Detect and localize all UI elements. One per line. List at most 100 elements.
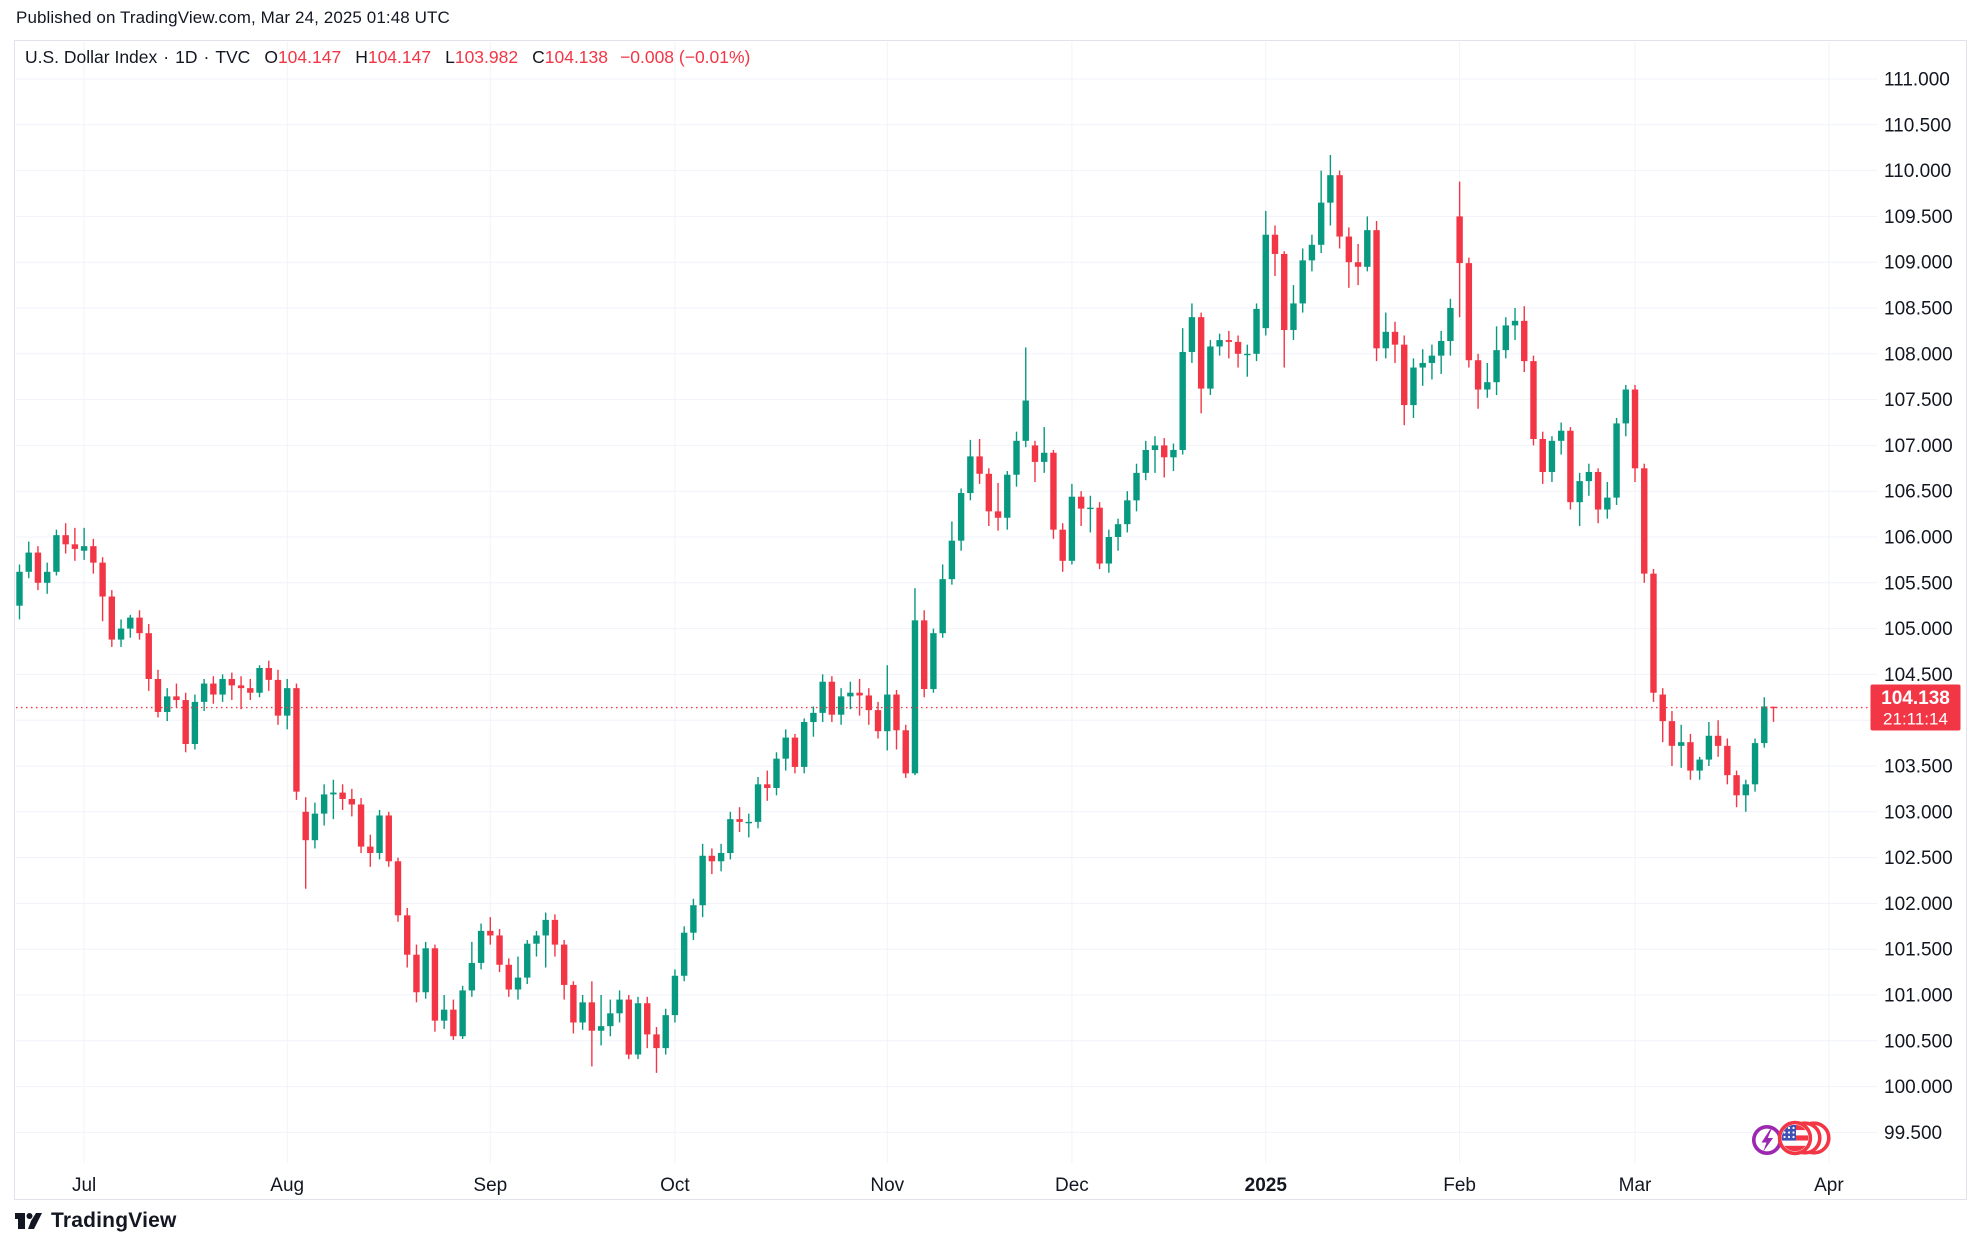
candle-body [708, 855, 716, 862]
close-label: C [532, 47, 545, 67]
candlestick-chart[interactable]: 111.000 110.500 110.000 109.500 109.000 108.5… [15, 41, 1968, 1201]
price-tick-label: 111.000 [1884, 70, 1950, 91]
candle-body [154, 678, 162, 712]
candle-body [357, 804, 365, 847]
candle-body [837, 696, 845, 715]
candle-body [237, 685, 245, 689]
price-tick-label: 106.000 [1884, 528, 1953, 549]
candle-body [127, 617, 134, 629]
price-tick-label: 108.000 [1884, 344, 1953, 365]
tradingview-logo-icon [15, 1213, 42, 1229]
candle-body [191, 701, 199, 745]
candle-body [745, 821, 752, 824]
candle-body [930, 633, 937, 690]
candle-body [1373, 230, 1380, 349]
candle-body [477, 930, 485, 963]
candle-body [1687, 742, 1694, 771]
candle-body [1345, 236, 1353, 263]
candle-body [459, 990, 466, 1037]
candle-body [856, 692, 863, 696]
current-price-value: 104.138 [1881, 688, 1950, 709]
candle-body [1742, 784, 1750, 796]
candle-body [1622, 389, 1629, 424]
candle-body [265, 667, 272, 680]
price-tick-label: 108.500 [1884, 299, 1953, 320]
price-tick-label: 110.500 [1884, 115, 1951, 136]
candle-body [1271, 234, 1279, 254]
candle-body [957, 493, 965, 541]
candle-body [1650, 573, 1657, 693]
candle-body [579, 1002, 586, 1023]
candle-body [431, 948, 439, 1021]
candle-body [1474, 360, 1482, 390]
high-label: H [355, 47, 368, 67]
exchange-label: TVC [215, 47, 251, 67]
candle-body [1068, 496, 1076, 561]
candle-body [1013, 440, 1020, 475]
candle-body [1668, 721, 1676, 746]
candle-body [653, 1034, 660, 1049]
candle-body [893, 694, 900, 731]
candle-body [1290, 303, 1297, 330]
candle-body [976, 456, 983, 474]
candle-body [1253, 308, 1260, 354]
candle-body [533, 935, 540, 944]
candle-body [727, 819, 734, 854]
candle-body [1604, 497, 1611, 510]
candle-body [1530, 361, 1537, 439]
price-tick-label: 102.000 [1884, 894, 1953, 915]
candle-body [551, 919, 559, 945]
high-value: 104.147 [367, 47, 432, 67]
candle-body [330, 792, 337, 795]
candle-body [440, 1009, 448, 1021]
candle-body [1244, 353, 1251, 356]
tradingview-footer[interactable]: TradingView [14, 1208, 177, 1234]
candle-body [53, 535, 60, 572]
candle-body [1428, 355, 1436, 363]
price-axis[interactable]: 111.000 110.500 110.000 109.500 109.000 108.5… [1884, 70, 1953, 1144]
price-tick-label: 100.500 [1884, 1031, 1953, 1052]
candle-body [1382, 331, 1389, 349]
candle-body [1281, 253, 1288, 330]
candle-body [62, 535, 69, 545]
published-line: Published on TradingView.com, Mar 24, 20… [16, 8, 450, 27]
candle-body [588, 1002, 596, 1031]
interval-label: 1D [175, 47, 198, 67]
time-tick-label: Jul [72, 1175, 96, 1196]
candle-body [117, 628, 125, 640]
candle-body [874, 710, 882, 732]
symbol-title[interactable]: U.S. Dollar Index [25, 47, 158, 67]
candle-body [680, 932, 688, 976]
candle-body [1354, 262, 1362, 267]
legend-separator: · [163, 47, 170, 67]
time-axis[interactable]: Jul Aug Sep Oct Nov Dec 2025 Feb Mar Apr [72, 1175, 1844, 1196]
candle-body [800, 722, 808, 767]
low-value: 103.982 [454, 47, 519, 67]
candle-body [404, 915, 411, 955]
candle-body [828, 681, 836, 715]
candle-body [1696, 759, 1703, 771]
candle-body [1594, 471, 1602, 510]
candle-body [1299, 260, 1306, 304]
candle-body [754, 784, 762, 822]
candle-body [597, 1026, 605, 1031]
price-tick-label: 109.500 [1884, 207, 1953, 228]
time-tick-label: Sep [473, 1175, 507, 1196]
candle-body [173, 696, 180, 701]
price-tick-label: 109.000 [1884, 253, 1953, 274]
candle-body [385, 815, 392, 862]
candle-body [542, 919, 549, 936]
candle-body [1770, 706, 1777, 709]
candle-body [1087, 507, 1094, 510]
candle-body [16, 571, 23, 606]
candle-body [967, 456, 974, 494]
candle-body [791, 737, 799, 767]
candle-body [468, 962, 476, 991]
candle-body [1641, 468, 1648, 574]
candle-body [1502, 325, 1509, 351]
candle-body [1484, 382, 1491, 390]
price-tick-label: 102.500 [1884, 848, 1953, 869]
candle-body [764, 784, 771, 788]
candle-body [1050, 452, 1057, 530]
candle-body [1262, 234, 1269, 329]
